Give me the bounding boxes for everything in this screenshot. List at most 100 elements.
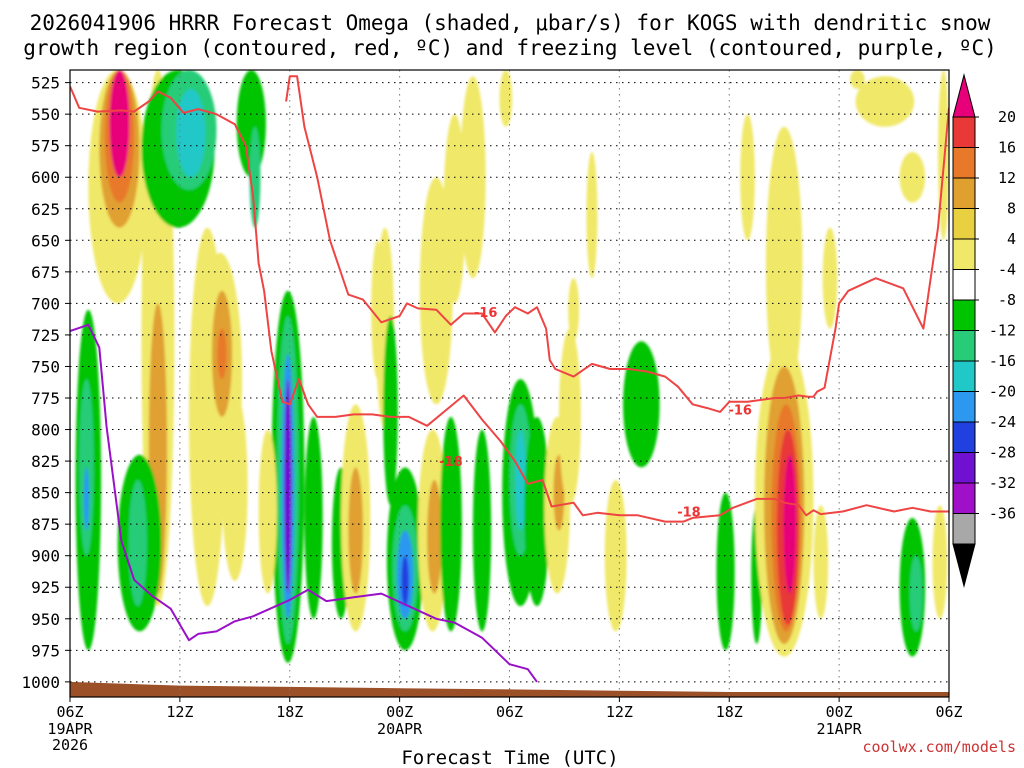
x-tick-label: 00Z bbox=[826, 703, 853, 721]
plot-area: -18 -18 -16 -16 bbox=[70, 70, 949, 697]
y-tick-label: 550 bbox=[31, 105, 60, 124]
colorbar-tick-label: 12 bbox=[998, 169, 1016, 187]
y-tick-label: 700 bbox=[31, 294, 60, 313]
y-tick-label: 600 bbox=[31, 168, 60, 187]
colorbar-swatch bbox=[952, 116, 976, 148]
omega-cell bbox=[623, 341, 660, 468]
colorbar-tick-label: 8 bbox=[1007, 200, 1016, 218]
omega-cell bbox=[765, 126, 803, 405]
omega-cell bbox=[783, 454, 797, 594]
colorbar-swatch bbox=[952, 513, 976, 545]
dgz-contour bbox=[70, 86, 949, 523]
colorbar-swatch bbox=[952, 208, 976, 240]
credit-text: coolwx.com/models bbox=[862, 738, 1016, 756]
omega-cell bbox=[499, 70, 513, 127]
y-tick-label: 675 bbox=[31, 263, 60, 282]
omega-cell bbox=[304, 416, 323, 619]
omega-cell bbox=[716, 492, 735, 651]
contour-lines: -18 -18 -16 -16 bbox=[70, 75, 949, 683]
omega-cell bbox=[586, 152, 598, 279]
contour-label: -18 bbox=[439, 455, 463, 470]
contour-label: -16 bbox=[728, 403, 752, 418]
x-date-label: 2026 bbox=[52, 736, 88, 754]
y-tick-label: 775 bbox=[31, 389, 60, 408]
colorbar-swatch bbox=[952, 452, 976, 484]
y-tick-label: 725 bbox=[31, 326, 60, 345]
colorbar-tick-label: -28 bbox=[989, 444, 1016, 462]
omega-cell bbox=[348, 467, 363, 594]
y-tick-label: 750 bbox=[31, 357, 60, 376]
freezing-level-contour bbox=[70, 323, 538, 683]
omega-cell bbox=[249, 126, 261, 228]
colorbar-swatch bbox=[952, 147, 976, 179]
contour-label: -18 bbox=[677, 506, 701, 521]
contour-label: -16 bbox=[474, 306, 498, 321]
dgz-contour bbox=[285, 75, 949, 413]
y-tick-label: 875 bbox=[31, 515, 60, 534]
y-tick-label: 825 bbox=[31, 452, 60, 471]
omega-cell bbox=[813, 505, 829, 619]
omega-cell bbox=[514, 429, 526, 531]
colorbar-tick-label: -4 bbox=[998, 261, 1016, 279]
x-date-label: 19APR bbox=[47, 720, 93, 738]
colorbar-swatch bbox=[952, 238, 976, 270]
x-tick-label: 00Z bbox=[386, 703, 413, 721]
omega-cell bbox=[568, 278, 580, 342]
omega-cell bbox=[740, 114, 755, 241]
x-tick-label: 12Z bbox=[606, 703, 633, 721]
omega-cell bbox=[558, 328, 581, 506]
omega-cell bbox=[439, 416, 462, 632]
omega-cell bbox=[850, 70, 865, 89]
x-axis-label: Forecast Time (UTC) bbox=[401, 747, 618, 768]
omega-cell bbox=[524, 416, 550, 607]
y-tick-label: 625 bbox=[31, 200, 60, 219]
y-tick-label: 800 bbox=[31, 421, 60, 440]
omega-cell bbox=[284, 379, 292, 594]
colorbar-swatch bbox=[952, 299, 976, 331]
colorbar-tick-label: -20 bbox=[989, 383, 1016, 401]
omega-cell bbox=[909, 555, 923, 632]
time-axis: 06Z 12Z 18Z 00Z 06Z 12Z 18Z 00Z 06Z19APR202620AP… bbox=[47, 697, 963, 754]
omega-cell bbox=[472, 429, 492, 632]
x-date-label: 20APR bbox=[377, 720, 423, 738]
colorbar-swatch bbox=[952, 360, 976, 392]
omega-cell bbox=[109, 70, 130, 178]
colorbar-swatch bbox=[952, 330, 976, 362]
omega-cell bbox=[83, 467, 90, 531]
y-tick-label: 575 bbox=[31, 137, 60, 156]
omega-cell bbox=[221, 391, 248, 581]
omega-cell bbox=[258, 429, 277, 594]
x-tick-label: 06Z bbox=[935, 703, 962, 721]
chart-title-line2: growth region (contoured, red, ºC) and f… bbox=[23, 36, 997, 60]
omega-cell bbox=[217, 328, 227, 380]
omega-cell bbox=[855, 76, 915, 127]
chart-title-line1: 2026041906 HRRR Forecast Omega (shaded, … bbox=[30, 11, 991, 35]
y-tick-label: 650 bbox=[31, 231, 60, 250]
x-tick-label: 18Z bbox=[276, 703, 303, 721]
y-tick-label: 850 bbox=[31, 484, 60, 503]
grid-lines bbox=[70, 70, 949, 697]
colorbar-tick-label: 20 bbox=[998, 108, 1016, 126]
omega-cell bbox=[822, 227, 838, 329]
colorbar-swatch bbox=[952, 269, 976, 301]
y-tick-label: 900 bbox=[31, 547, 60, 566]
omega-cell bbox=[932, 505, 948, 619]
y-tick-label: 950 bbox=[31, 610, 60, 629]
colorbar-bottom-arrow bbox=[952, 543, 976, 588]
colorbar-tick-label: -12 bbox=[989, 322, 1016, 340]
colorbar-tick-label: -8 bbox=[998, 291, 1016, 309]
y-tick-label: 525 bbox=[31, 74, 60, 93]
y-tick-label: 975 bbox=[31, 641, 60, 660]
x-tick-label: 06Z bbox=[56, 703, 83, 721]
colorbar-tick-label: 4 bbox=[1007, 230, 1016, 248]
colorbar-tick-label: -36 bbox=[989, 505, 1016, 523]
colorbar-swatch bbox=[952, 391, 976, 423]
colorbar-tick-label: -24 bbox=[989, 413, 1016, 431]
omega-shading bbox=[75, 70, 949, 663]
colorbar-tick-label: -32 bbox=[989, 474, 1016, 492]
colorbar-swatch bbox=[952, 421, 976, 453]
omega-cell bbox=[899, 152, 926, 203]
omega-cell bbox=[604, 480, 627, 632]
colorbar-swatch bbox=[952, 482, 976, 514]
